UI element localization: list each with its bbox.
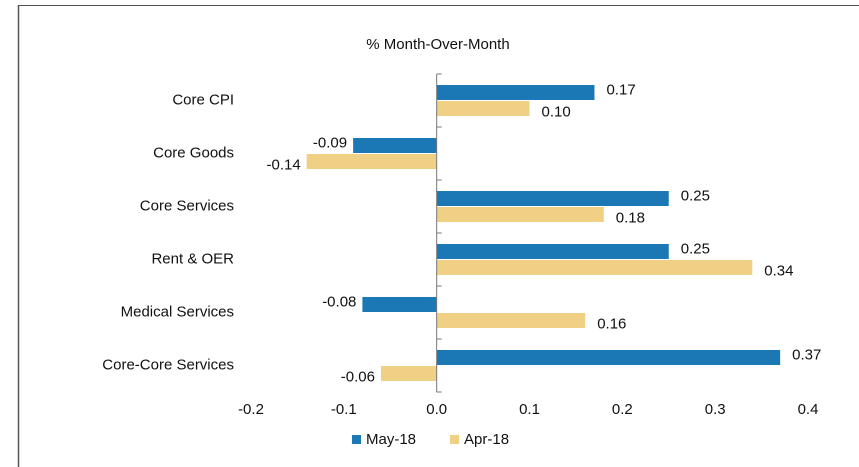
value-label: 0.16 bbox=[597, 315, 626, 332]
x-tick-label: 0.1 bbox=[519, 401, 540, 418]
legend-swatch bbox=[450, 435, 460, 444]
x-tick-label: -0.2 bbox=[238, 401, 264, 418]
legend-label: May-18 bbox=[366, 431, 416, 448]
category-label: Core CPI bbox=[172, 91, 234, 108]
bar bbox=[362, 297, 437, 312]
category-label: Core Services bbox=[140, 197, 234, 214]
category-label: Core Goods bbox=[153, 144, 234, 161]
category-label: Medical Services bbox=[121, 303, 234, 320]
value-label: -0.08 bbox=[322, 293, 356, 310]
value-label: 0.10 bbox=[542, 103, 571, 120]
value-label: 0.18 bbox=[616, 209, 645, 226]
bar bbox=[353, 138, 437, 153]
bar bbox=[436, 260, 753, 275]
x-tick-label: -0.1 bbox=[331, 401, 357, 418]
x-tick-label: 0.4 bbox=[798, 401, 819, 418]
legend-swatch bbox=[352, 435, 361, 444]
bar bbox=[436, 101, 530, 116]
x-tick-label: 0.0 bbox=[426, 401, 447, 418]
bar bbox=[436, 207, 604, 222]
category-label: Core-Core Services bbox=[102, 356, 234, 373]
chart-subtitle: % Month-Over-Month bbox=[366, 36, 509, 53]
category-label: Rent & OER bbox=[151, 250, 234, 267]
x-tick-label: 0.3 bbox=[705, 401, 726, 418]
value-label: 0.17 bbox=[606, 81, 635, 98]
value-label: 0.37 bbox=[792, 346, 821, 363]
bar bbox=[436, 244, 669, 259]
bar bbox=[306, 154, 437, 169]
value-label: -0.06 bbox=[341, 368, 375, 385]
value-label: 0.25 bbox=[681, 187, 710, 204]
legend-label: Apr-18 bbox=[464, 431, 509, 448]
bar bbox=[380, 366, 437, 381]
value-label: -0.14 bbox=[266, 156, 300, 173]
x-tick-label: 0.2 bbox=[612, 401, 633, 418]
value-label: 0.25 bbox=[681, 240, 710, 257]
bar bbox=[436, 85, 595, 100]
bar bbox=[436, 350, 781, 365]
value-label: 0.34 bbox=[764, 262, 793, 279]
value-label: -0.09 bbox=[313, 134, 347, 151]
bar bbox=[436, 313, 586, 328]
bar bbox=[436, 191, 669, 206]
